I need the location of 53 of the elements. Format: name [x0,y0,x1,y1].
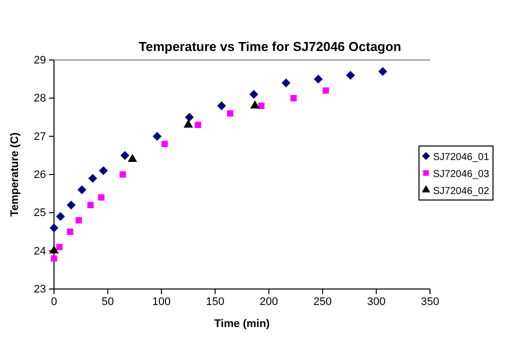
point [378,67,388,76]
point [98,194,104,201]
point [50,255,58,262]
x-axis-title: Time (min) [214,318,270,330]
point [217,101,226,110]
point [227,110,234,117]
point [98,166,108,176]
point [76,217,82,224]
point [152,132,162,141]
point [346,70,355,80]
y-tick-label: 27 [34,130,46,143]
point [282,78,290,88]
point [184,119,193,128]
point [120,171,126,178]
point [161,140,168,148]
point [50,224,58,232]
point [250,100,260,109]
legend-label: SJ72046_02 [433,186,490,197]
y-axis-title: Temperature (C) [9,132,21,217]
x-tick-label: 300 [367,296,386,308]
point [87,202,94,208]
y-tick-label: 29 [34,54,46,67]
legend-label: SJ72046_01 [433,152,490,163]
point [290,95,297,102]
point [66,228,74,235]
x-tick-label: 50 [102,296,114,308]
y-tick-label: 24 [34,245,46,258]
point [66,200,76,210]
y-tick-label: 25 [34,207,46,220]
point [78,185,86,194]
y-tick-label: 28 [34,92,46,105]
point [56,212,65,221]
point [56,244,63,250]
point [184,112,194,122]
x-tick-label: 250 [313,296,332,308]
point [128,154,138,162]
point [314,74,323,84]
x-tick-label: 100 [152,296,171,308]
x-tick-label: 350 [420,296,440,308]
point [322,87,329,94]
point [88,174,98,183]
y-tick-label: 26 [34,169,46,182]
point [49,245,59,254]
point [249,90,258,99]
x-tick-label: 0 [50,296,58,308]
point [194,122,202,128]
legend-label: SJ72046_03 [433,169,490,180]
point [258,102,264,109]
x-tick-label: 200 [260,296,278,308]
chart-title: Temperature vs Time for SJ72046 Octagon [138,39,402,54]
y-tick-label: 23 [34,284,46,296]
x-tick-label: 150 [206,296,224,308]
point [120,150,130,160]
